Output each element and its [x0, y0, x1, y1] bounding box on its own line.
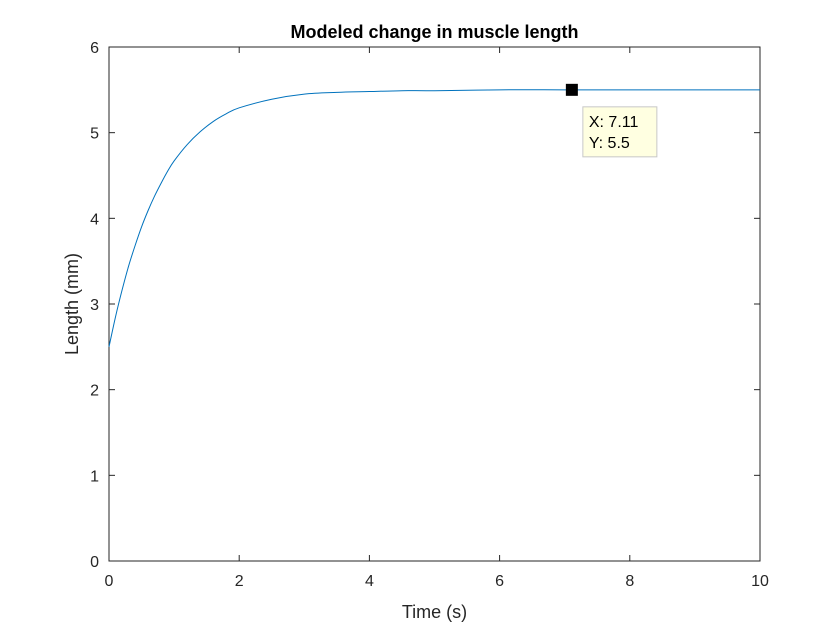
x-axis-ticks: 0 2 4 6 8 10	[105, 47, 769, 590]
y-tick-label: 3	[90, 297, 99, 314]
series-line	[108, 89, 760, 347]
y-tick-label: 0	[90, 554, 99, 571]
datatip-y-text: Y: 5.5	[589, 135, 630, 152]
x-tick-label: 0	[105, 573, 114, 590]
y-axis-label: Length (mm)	[62, 253, 82, 355]
y-tick-label: 2	[90, 383, 99, 400]
x-axis-label: Time (s)	[402, 602, 467, 622]
datatip-box[interactable]: X: 7.11 Y: 5.5	[582, 106, 658, 158]
x-tick-label: 6	[495, 573, 504, 590]
y-axis-ticks: 0 1 2 3 4 5 6	[90, 40, 760, 571]
datatip-x-text: X: 7.11	[589, 114, 639, 131]
y-tick-label: 6	[90, 40, 99, 57]
y-tick-label: 5	[90, 126, 99, 143]
x-tick-label: 4	[365, 573, 374, 590]
x-tick-label: 8	[625, 573, 634, 590]
datatip-background	[582, 106, 658, 158]
y-tick-label: 1	[90, 468, 99, 485]
datatip-marker[interactable]	[565, 83, 578, 96]
x-tick-label: 2	[235, 573, 244, 590]
x-tick-label: 10	[751, 573, 769, 590]
chart-title: Modeled change in muscle length	[290, 22, 578, 42]
plot-area	[108, 46, 761, 562]
y-tick-label: 4	[90, 211, 99, 228]
